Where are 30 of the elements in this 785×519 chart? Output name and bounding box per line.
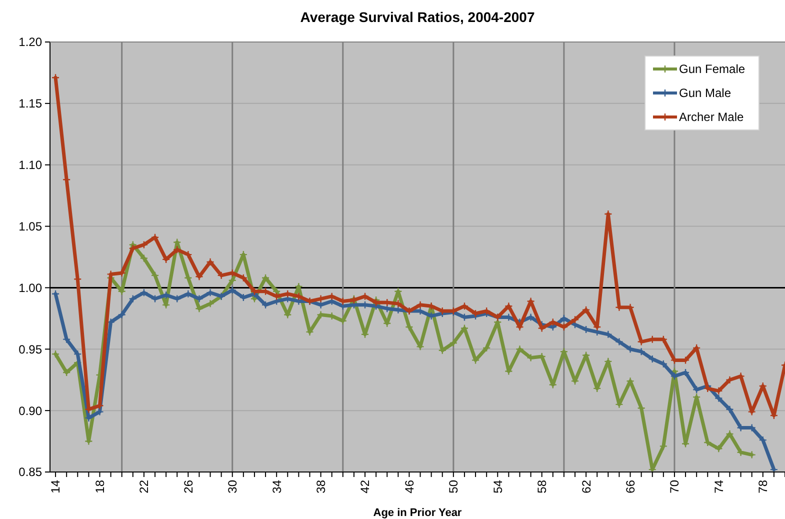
y-tick-label: 1.05 <box>18 219 42 234</box>
x-tick-label: 70 <box>668 480 682 494</box>
x-tick-label: 26 <box>181 480 196 494</box>
chart-title: Average Survival Ratios, 2004-2007 <box>300 9 535 25</box>
x-tick-label: 18 <box>92 480 107 494</box>
x-tick-label: 22 <box>137 480 152 494</box>
x-tick-label: 78 <box>756 480 770 494</box>
x-tick-label: 62 <box>579 480 594 494</box>
x-tick-label: 50 <box>446 480 461 494</box>
y-tick-label: 0.85 <box>18 465 42 480</box>
x-tick-label: 42 <box>358 480 372 494</box>
x-tick-label: 74 <box>712 480 726 494</box>
x-tick-label: 34 <box>270 480 284 494</box>
x-axis-title: Age in Prior Year <box>373 507 462 519</box>
legend-label: Gun Female <box>679 62 746 76</box>
y-tick-label: 1.15 <box>18 96 42 111</box>
x-tick-label: 38 <box>314 480 328 494</box>
x-tick-label: 58 <box>535 480 550 494</box>
legend-label: Gun Male <box>679 86 732 100</box>
y-tick-label: 1.20 <box>18 35 42 50</box>
y-tick-label: 1.10 <box>18 158 42 172</box>
y-tick-label: 1.00 <box>18 280 42 295</box>
x-tick-label: 54 <box>490 480 505 494</box>
x-tick-label: 30 <box>226 480 240 494</box>
x-tick-label: 46 <box>402 480 416 494</box>
y-tick-label: 0.95 <box>18 342 42 356</box>
legend-label: Archer Male <box>679 110 744 124</box>
x-tick-label: 66 <box>623 480 638 494</box>
y-tick-label: 0.90 <box>18 404 42 418</box>
x-tick-label: 14 <box>48 480 63 494</box>
